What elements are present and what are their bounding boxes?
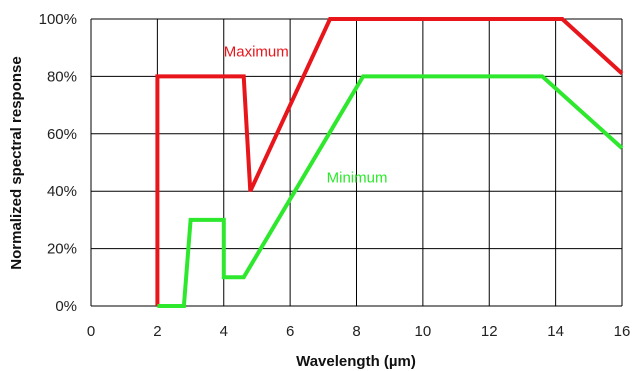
- series-label-maximum: Maximum: [224, 43, 289, 60]
- x-tick-label: 10: [415, 323, 432, 340]
- y-tick-label: 100%: [39, 11, 77, 28]
- series-label-minimum: Minimum: [327, 170, 388, 187]
- x-tick-label: 16: [614, 323, 631, 340]
- grid-lines: [90, 18, 623, 307]
- y-tick-label: 0%: [55, 298, 77, 315]
- y-tick-label: 20%: [47, 241, 77, 258]
- series-line-minimum: [157, 74, 624, 308]
- series-labels: Maximum Minimum: [224, 43, 388, 186]
- x-tick-labels: 0 2 4 6 8 10 12 14 16: [87, 323, 631, 340]
- x-tick-label: 0: [87, 323, 95, 340]
- x-axis-title: Wavelength (µm): [296, 353, 416, 370]
- y-tick-label: 40%: [47, 183, 77, 200]
- x-tick-label: 4: [220, 323, 228, 340]
- x-tick-label: 14: [547, 323, 564, 340]
- x-tick-label: 8: [352, 323, 360, 340]
- y-tick-label: 60%: [47, 126, 77, 143]
- x-tick-label: 2: [153, 323, 161, 340]
- x-tick-label: 6: [286, 323, 294, 340]
- series-line-maximum: [155, 17, 624, 306]
- y-axis-title: Normalized spectral response: [8, 56, 25, 269]
- y-tick-labels: 0% 20% 40% 60% 80% 100%: [39, 11, 77, 315]
- y-tick-label: 80%: [47, 68, 77, 85]
- x-tick-label: 12: [481, 323, 498, 340]
- series-lines: [155, 17, 624, 308]
